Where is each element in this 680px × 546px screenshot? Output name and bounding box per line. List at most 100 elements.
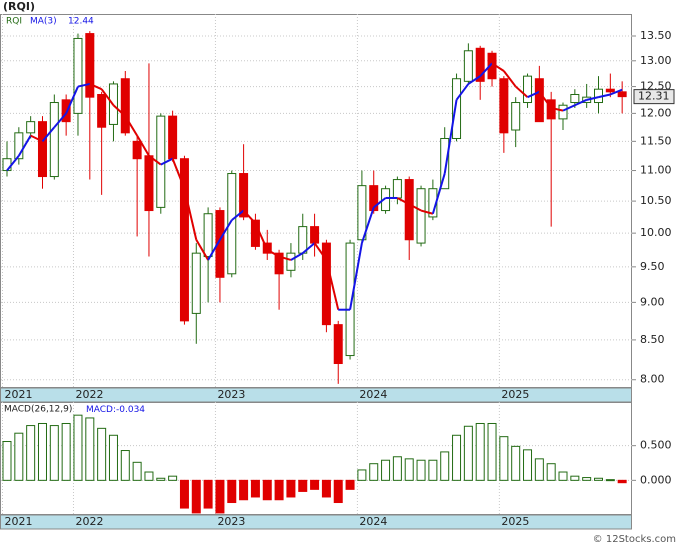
macd-bar bbox=[440, 451, 450, 481]
candle-body bbox=[392, 179, 402, 199]
macd-bar bbox=[582, 477, 592, 481]
macd-bar bbox=[120, 450, 130, 481]
ma-line bbox=[325, 259, 340, 310]
macd-bar bbox=[357, 469, 367, 481]
macd-bar bbox=[37, 422, 47, 481]
y-tick-label: 8.00 bbox=[640, 373, 665, 386]
macd-bar bbox=[227, 479, 237, 504]
y-tick-label: 11.00 bbox=[640, 164, 672, 177]
legend-value: 12.44 bbox=[68, 17, 94, 27]
watermark: © 12Stocks.com bbox=[593, 534, 676, 545]
x-tick-label: 2024 bbox=[359, 515, 387, 528]
ma-line bbox=[195, 239, 209, 261]
candle-body bbox=[381, 188, 391, 212]
macd-bar bbox=[558, 471, 568, 481]
ma-line bbox=[313, 242, 328, 261]
legend-value: MACD:-0.034 bbox=[86, 405, 145, 415]
macd-bar bbox=[499, 436, 509, 481]
candle-body bbox=[215, 210, 225, 278]
ma-line bbox=[586, 96, 599, 101]
candle-body bbox=[49, 102, 59, 178]
ma-line bbox=[538, 91, 552, 109]
macd-bar bbox=[274, 479, 284, 501]
candle-body bbox=[617, 91, 627, 98]
candle-body bbox=[203, 213, 213, 258]
ma-line bbox=[420, 209, 434, 215]
ma-line bbox=[171, 158, 186, 190]
macd-bar bbox=[404, 458, 414, 481]
x-tick-label: 2021 bbox=[5, 515, 33, 528]
candle-body bbox=[452, 78, 462, 139]
ma-line bbox=[30, 134, 43, 143]
candle-body bbox=[144, 155, 154, 212]
macd-bar bbox=[26, 425, 36, 481]
ma-line bbox=[527, 90, 540, 99]
ma-line bbox=[100, 88, 115, 106]
ma-line bbox=[455, 83, 470, 101]
legend-entry: RQI bbox=[6, 17, 22, 27]
macd-bar bbox=[416, 459, 426, 481]
x-tick-label: 2022 bbox=[75, 388, 103, 401]
ma-line bbox=[431, 173, 446, 215]
ma-line bbox=[77, 82, 91, 88]
ma-line bbox=[112, 104, 126, 117]
ma-line bbox=[290, 252, 304, 261]
macd-bar bbox=[463, 425, 473, 481]
y-tick-label: 13.00 bbox=[640, 54, 672, 67]
y-tick-label: 11.50 bbox=[640, 134, 672, 147]
x-tick-label: 2024 bbox=[359, 388, 387, 401]
candle-body bbox=[97, 93, 107, 128]
price-box bbox=[633, 89, 675, 105]
candle-body bbox=[120, 78, 130, 134]
ma-line bbox=[160, 157, 174, 166]
y-tick-label: 13.50 bbox=[640, 29, 672, 42]
y-tick-label: 9.00 bbox=[640, 295, 665, 308]
macd-bar bbox=[333, 479, 343, 504]
macd-bar bbox=[617, 479, 627, 484]
macd-bar bbox=[381, 459, 391, 481]
ma-line bbox=[373, 197, 387, 209]
ma-line bbox=[598, 93, 611, 99]
candle-body bbox=[239, 173, 249, 218]
candle-body bbox=[14, 132, 24, 160]
macd-bar bbox=[546, 463, 556, 481]
macd-bar bbox=[156, 477, 166, 481]
macd-bar bbox=[605, 479, 615, 482]
candle-body bbox=[605, 88, 615, 93]
candle-body bbox=[534, 78, 544, 123]
ma-line bbox=[17, 135, 32, 157]
x-tick-label: 2021 bbox=[5, 388, 33, 401]
ma-line bbox=[479, 62, 493, 77]
macd-bar bbox=[310, 479, 320, 490]
macd-bar bbox=[179, 479, 189, 509]
candle-body bbox=[310, 226, 320, 244]
candle-body bbox=[298, 226, 308, 254]
candle-body bbox=[345, 242, 355, 357]
ma-line bbox=[242, 209, 257, 225]
macd-bar bbox=[392, 456, 402, 481]
macd-bar bbox=[2, 441, 12, 481]
macd-bar bbox=[286, 479, 296, 498]
macd-bar bbox=[49, 425, 59, 481]
candle-body bbox=[321, 242, 331, 326]
macd-bar bbox=[239, 479, 249, 501]
candle-body bbox=[132, 140, 142, 160]
ma-line bbox=[515, 85, 529, 98]
macd-bar bbox=[428, 459, 438, 481]
ma-line bbox=[124, 115, 138, 137]
ma-line bbox=[89, 83, 103, 91]
ma-line bbox=[562, 104, 576, 112]
ma-line bbox=[467, 75, 481, 85]
macd-bar bbox=[298, 479, 308, 492]
macd-bar bbox=[168, 475, 178, 481]
year-band bbox=[0, 514, 632, 530]
candle-body bbox=[475, 47, 485, 82]
macd-bar bbox=[321, 479, 331, 498]
ma-line bbox=[148, 154, 162, 166]
candle-body bbox=[2, 158, 12, 172]
y-tick-label: 10.00 bbox=[640, 226, 672, 239]
candle-body bbox=[179, 158, 189, 322]
candle-body bbox=[286, 252, 296, 271]
ma-line bbox=[349, 242, 363, 310]
ma-line bbox=[266, 248, 280, 258]
